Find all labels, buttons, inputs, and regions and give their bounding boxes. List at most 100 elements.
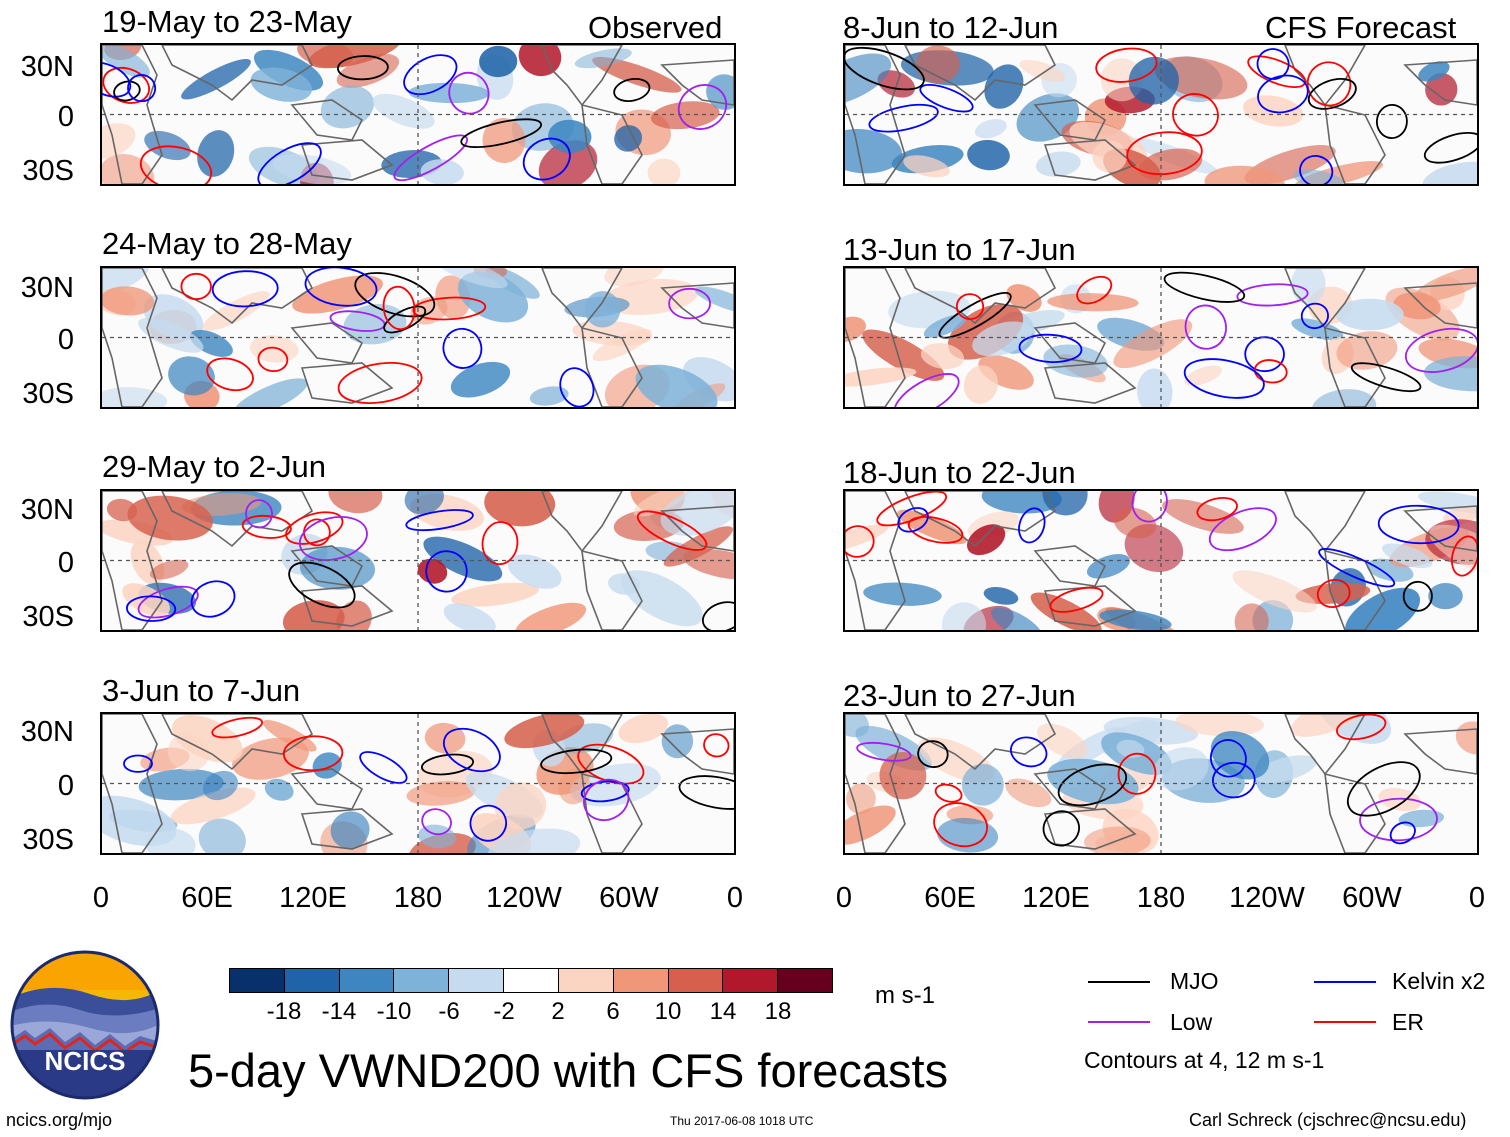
contour-loop xyxy=(298,516,368,561)
contour-loop xyxy=(1423,132,1477,164)
coastline xyxy=(300,808,394,850)
anomaly-blob xyxy=(1128,56,1179,105)
colorbar-units: m s-1 xyxy=(875,982,935,1009)
colorbar-swatch xyxy=(557,969,613,992)
panel-title-1: 19-May to 23-May xyxy=(102,4,352,39)
anomaly-blob xyxy=(1092,140,1127,173)
contour-loop xyxy=(1336,714,1387,741)
anomaly-blob xyxy=(592,56,682,93)
anomaly-blob xyxy=(1424,356,1477,392)
contour-loop xyxy=(919,83,974,113)
footer-url[interactable]: ncics.org/mjo xyxy=(6,1110,113,1130)
coastline xyxy=(1403,505,1477,552)
anomaly-blob xyxy=(845,129,902,174)
contour-loop xyxy=(1076,275,1113,305)
panel-title-6: 18-Jun to 22-Jun xyxy=(843,455,1076,490)
contour-loop xyxy=(139,145,213,184)
anomaly-blob xyxy=(1295,582,1371,604)
contour-loop xyxy=(304,268,378,307)
colorbar-swatch xyxy=(283,969,339,992)
anomaly-blob xyxy=(584,291,621,328)
contour-loop xyxy=(211,270,279,308)
anomaly-blob xyxy=(967,139,1010,171)
anomaly-blob xyxy=(1425,73,1458,106)
contour-loop xyxy=(412,296,487,321)
contour-loop xyxy=(1256,48,1290,80)
anomaly-blob xyxy=(1113,507,1157,539)
coastline xyxy=(845,268,906,407)
coastline xyxy=(845,45,906,184)
anomaly-blob xyxy=(1455,721,1477,755)
anomaly-blob xyxy=(846,783,876,815)
colorbar-tick: -18 xyxy=(266,998,302,1025)
contour-loop xyxy=(393,134,468,182)
anomaly-blob xyxy=(264,778,294,801)
anomaly-blob xyxy=(127,495,213,541)
contour-loop xyxy=(382,285,416,331)
contour-loop xyxy=(460,118,543,149)
contour-loop xyxy=(1404,327,1477,373)
contour-loop xyxy=(1253,359,1288,384)
anomaly-blob xyxy=(102,795,177,847)
map-canvas xyxy=(845,45,1477,184)
anomaly-blob xyxy=(1291,268,1326,305)
panel-label-observed: Observed xyxy=(588,10,723,45)
map-canvas xyxy=(845,714,1477,853)
contour-loop xyxy=(469,804,508,842)
contour-loop xyxy=(1389,821,1416,845)
lat-label-0: 0 xyxy=(57,547,74,579)
anomaly-blob xyxy=(102,268,151,296)
anomaly-blob xyxy=(1154,56,1248,100)
contour-loop xyxy=(127,74,157,103)
contour-loop xyxy=(282,735,344,772)
coastline xyxy=(290,545,364,587)
contour-loop xyxy=(1244,336,1285,373)
colorbar-swatch xyxy=(722,969,778,992)
colorbar-swatch xyxy=(612,969,668,992)
anomaly-blob xyxy=(972,321,1032,357)
colorbar-tick: 14 xyxy=(709,998,737,1025)
contour-loop xyxy=(481,521,519,566)
lon-label-0: 0 xyxy=(92,882,110,914)
main-title: 5-day VWND200 with CFS forecasts xyxy=(188,1044,949,1097)
contour-loop xyxy=(443,727,501,773)
anomaly-blob xyxy=(482,118,526,163)
contour-loop xyxy=(1049,586,1104,613)
contour-loop xyxy=(1450,535,1477,577)
panel-title-2: 8-Jun to 12-Jun xyxy=(843,10,1059,45)
colorbar-tick: 6 xyxy=(606,998,620,1025)
contour-loop xyxy=(1095,47,1158,83)
contour-loop xyxy=(113,80,141,102)
contour-loop xyxy=(876,491,948,527)
colorbar-swatch xyxy=(503,969,558,992)
coastline xyxy=(1403,728,1477,775)
contour-loop xyxy=(1042,810,1080,847)
lon-label-120e: 120E xyxy=(1022,882,1090,914)
contour-loop xyxy=(257,142,322,184)
map-canvas xyxy=(102,45,734,184)
contour-loop xyxy=(907,516,964,544)
map-canvas xyxy=(102,268,734,407)
contour-loop xyxy=(206,357,254,392)
map-canvas xyxy=(102,714,734,853)
legend-swatch-er xyxy=(1314,1021,1376,1023)
contour-loop xyxy=(1299,155,1334,184)
contour-loop xyxy=(1257,74,1309,114)
anomaly-blob xyxy=(1418,61,1450,82)
anomaly-blob xyxy=(923,314,967,338)
anomaly-blob xyxy=(1137,368,1173,407)
coastline xyxy=(161,491,314,548)
anomaly-blob xyxy=(328,491,383,514)
colorbar-tick: -2 xyxy=(493,998,515,1025)
anomaly-blob xyxy=(1204,165,1285,184)
anomaly-blob xyxy=(981,491,1062,514)
contour-loop xyxy=(1131,491,1168,523)
anomaly-blob xyxy=(845,714,869,738)
anomaly-blob xyxy=(604,268,664,287)
contour-loop xyxy=(1307,78,1357,110)
contour-loop xyxy=(678,775,734,810)
anomaly-blob xyxy=(406,781,476,806)
panel-title-7: 3-Jun to 7-Jun xyxy=(102,673,301,708)
contour-loop xyxy=(1318,548,1396,588)
anomaly-blob xyxy=(974,119,1007,139)
